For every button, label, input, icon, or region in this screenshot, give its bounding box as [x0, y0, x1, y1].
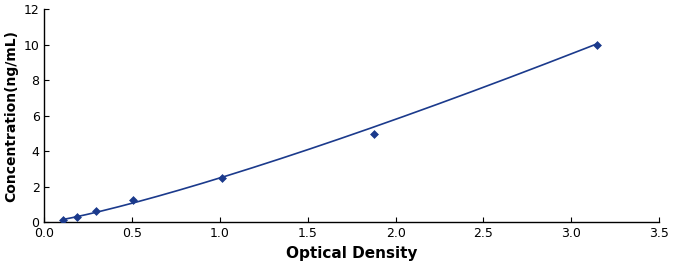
X-axis label: Optical Density: Optical Density	[286, 246, 417, 261]
Point	[72, 215, 83, 219]
Point	[127, 198, 138, 202]
Point	[217, 176, 227, 180]
Y-axis label: Concentration(ng/mL): Concentration(ng/mL)	[4, 30, 18, 202]
Point	[592, 43, 603, 47]
Point	[58, 218, 69, 222]
Point	[369, 131, 380, 136]
Point	[91, 209, 102, 213]
